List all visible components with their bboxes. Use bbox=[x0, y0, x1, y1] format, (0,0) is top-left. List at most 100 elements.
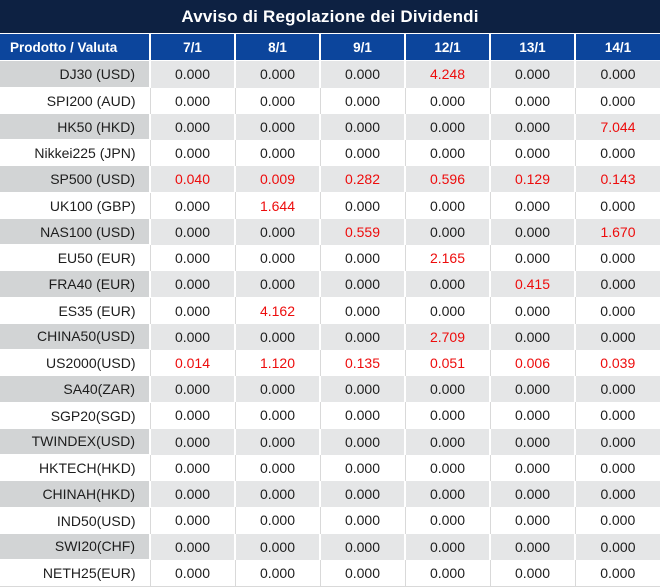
dividend-value-cell: 0.000 bbox=[319, 559, 405, 586]
dividend-value-cell: 0.000 bbox=[404, 507, 490, 534]
dividend-value-cell: 0.000 bbox=[319, 87, 405, 114]
dividend-value-cell-nonzero: 0.559 bbox=[319, 218, 405, 245]
table-row: SWI20(CHF) 0.000 0.000 0.000 0.000 0.000 0.000 bbox=[0, 533, 660, 561]
dividend-value-cell: 0.000 bbox=[234, 376, 320, 403]
table-row: CHINA50(USD) 0.000 0.000 0.000 2.709 0.000 0.0… bbox=[0, 323, 660, 351]
dividend-value-cell: 0.000 bbox=[234, 481, 320, 508]
dividend-value-cell: 0.000 bbox=[234, 60, 320, 88]
dividend-value-cell: 0.000 bbox=[149, 559, 235, 586]
dividend-value-cell: 0.000 bbox=[319, 454, 405, 482]
dividend-value-cell: 0.000 bbox=[574, 402, 660, 429]
dividend-value-cell: 0.000 bbox=[319, 376, 405, 403]
table-row: US2000(USD) 0.014 1.120 0.135 0.051 0.006 0.03… bbox=[0, 349, 660, 377]
dividend-value-cell: 0.000 bbox=[574, 481, 660, 508]
dividend-value-cell-nonzero: 0.014 bbox=[149, 349, 235, 377]
dividend-value-cell-nonzero: 1.644 bbox=[234, 192, 320, 219]
dividend-value-cell: 0.000 bbox=[149, 244, 235, 272]
dividend-value-cell: 0.000 bbox=[489, 376, 575, 403]
table-row: Nikkei225 (JPN) 0.000 0.000 0.000 0.000 0.000… bbox=[0, 139, 660, 167]
dividend-value-cell: 0.000 bbox=[489, 402, 575, 429]
dividend-value-cell: 0.000 bbox=[574, 87, 660, 114]
product-cell: FRA40 (EUR) bbox=[0, 271, 150, 298]
dividend-value-cell: 0.000 bbox=[149, 481, 235, 508]
dividend-value-cell: 0.000 bbox=[234, 533, 320, 560]
dividend-value-cell: 0.000 bbox=[149, 271, 235, 298]
product-cell: Nikkei225 (JPN) bbox=[0, 139, 150, 167]
dividend-value-cell-nonzero: 1.670 bbox=[574, 218, 660, 245]
dividend-value-cell: 0.000 bbox=[489, 297, 575, 324]
product-cell: DJ30 (USD) bbox=[0, 60, 150, 89]
product-cell: NETH25(EUR) bbox=[0, 559, 150, 586]
dividend-value-cell: 0.000 bbox=[319, 139, 405, 167]
dividend-value-cell: 0.000 bbox=[149, 218, 235, 245]
product-cell: UK100 (GBP) bbox=[0, 192, 150, 219]
dividend-value-cell: 0.000 bbox=[489, 218, 575, 245]
dividend-value-cell: 0.000 bbox=[574, 139, 660, 167]
dividend-value-cell: 0.000 bbox=[574, 376, 660, 403]
dividend-value-cell-nonzero: 0.135 bbox=[319, 349, 405, 377]
dividend-value-cell: 0.000 bbox=[404, 87, 490, 114]
dividend-value-cell: 0.000 bbox=[404, 139, 490, 167]
dividend-value-cell-nonzero: 2.709 bbox=[404, 323, 490, 350]
dividend-value-cell-nonzero: 0.415 bbox=[489, 271, 575, 298]
dividend-value-cell: 0.000 bbox=[319, 507, 405, 534]
product-cell: CHINA50(USD) bbox=[0, 323, 150, 351]
table-header-row: Prodotto / Valuta 7/1 8/1 9/1 12/1 13/1 14/1 bbox=[0, 33, 660, 61]
dividend-value-cell-nonzero: 0.006 bbox=[489, 349, 575, 377]
dividend-value-cell: 0.000 bbox=[489, 139, 575, 167]
dividend-value-cell: 0.000 bbox=[489, 323, 575, 350]
dividend-value-cell: 0.000 bbox=[319, 60, 405, 88]
dividend-value-cell: 0.000 bbox=[319, 428, 405, 455]
table-row: DJ30 (USD) 0.000 0.000 0.000 4.248 0.000 0.000 bbox=[0, 60, 660, 89]
table-row: EU50 (EUR) 0.000 0.000 0.000 2.165 0.000 0.000 bbox=[0, 244, 660, 272]
dividend-value-cell: 0.000 bbox=[319, 192, 405, 219]
product-cell: ES35 (EUR) bbox=[0, 297, 150, 324]
dividend-value-cell: 0.000 bbox=[574, 428, 660, 455]
dividend-value-cell: 0.000 bbox=[149, 87, 235, 114]
dividend-value-cell: 0.000 bbox=[149, 192, 235, 219]
dividend-value-cell: 0.000 bbox=[149, 376, 235, 403]
dividend-value-cell-nonzero: 2.165 bbox=[404, 244, 490, 272]
dividend-value-cell: 0.000 bbox=[234, 218, 320, 245]
column-header-date: 8/1 bbox=[234, 33, 320, 61]
dividend-value-cell: 0.000 bbox=[574, 192, 660, 219]
dividend-value-cell: 0.000 bbox=[404, 376, 490, 403]
dividend-value-cell-nonzero: 0.596 bbox=[404, 166, 490, 193]
dividend-value-cell: 0.000 bbox=[489, 192, 575, 219]
dividend-value-cell-nonzero: 0.143 bbox=[574, 166, 660, 193]
dividend-value-cell: 0.000 bbox=[489, 60, 575, 88]
dividend-value-cell: 0.000 bbox=[489, 533, 575, 560]
dividend-value-cell: 0.000 bbox=[574, 323, 660, 350]
dividend-value-cell: 0.000 bbox=[489, 507, 575, 534]
dividend-value-cell: 0.000 bbox=[234, 244, 320, 272]
dividend-value-cell: 0.000 bbox=[149, 507, 235, 534]
table-body: DJ30 (USD) 0.000 0.000 0.000 4.248 0.000 0.000… bbox=[0, 60, 660, 586]
dividend-value-cell: 0.000 bbox=[234, 507, 320, 534]
product-cell: EU50 (EUR) bbox=[0, 244, 150, 272]
product-cell: SPI200 (AUD) bbox=[0, 87, 150, 114]
product-cell: IND50(USD) bbox=[0, 507, 150, 534]
table-row: NAS100 (USD) 0.000 0.000 0.559 0.000 0.000 1.6… bbox=[0, 218, 660, 246]
dividend-value-cell: 0.000 bbox=[404, 559, 490, 586]
dividend-value-cell: 0.000 bbox=[404, 428, 490, 455]
dividend-value-cell-nonzero: 1.120 bbox=[234, 349, 320, 377]
dividend-value-cell: 0.000 bbox=[149, 533, 235, 560]
dividend-value-cell: 0.000 bbox=[319, 323, 405, 350]
table-row: UK100 (GBP) 0.000 1.644 0.000 0.000 0.000 0.00… bbox=[0, 192, 660, 219]
dividend-value-cell: 0.000 bbox=[404, 454, 490, 482]
table-row: FRA40 (EUR) 0.000 0.000 0.000 0.000 0.415 0.00… bbox=[0, 271, 660, 298]
table-row: IND50(USD) 0.000 0.000 0.000 0.000 0.000 0.000 bbox=[0, 507, 660, 534]
dividend-value-cell-nonzero: 0.051 bbox=[404, 349, 490, 377]
dividend-value-cell: 0.000 bbox=[234, 402, 320, 429]
dividend-value-cell: 0.000 bbox=[319, 402, 405, 429]
column-header-date: 9/1 bbox=[319, 33, 405, 61]
table-row: HK50 (HKD) 0.000 0.000 0.000 0.000 0.000 7.044 bbox=[0, 113, 660, 141]
dividend-value-cell-nonzero: 0.282 bbox=[319, 166, 405, 193]
product-cell: US2000(USD) bbox=[0, 349, 150, 377]
dividend-value-cell: 0.000 bbox=[319, 533, 405, 560]
dividend-value-cell: 0.000 bbox=[319, 297, 405, 324]
dividend-value-cell: 0.000 bbox=[234, 454, 320, 482]
table-row: SP500 (USD) 0.040 0.009 0.282 0.596 0.129 0.14… bbox=[0, 166, 660, 193]
table-row: HKTECH(HKD) 0.000 0.000 0.000 0.000 0.000 0.00… bbox=[0, 454, 660, 482]
